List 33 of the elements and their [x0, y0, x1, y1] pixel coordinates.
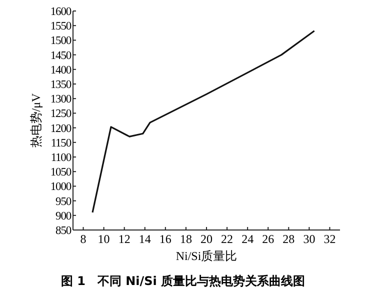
- y-tick-label: 1000: [50, 181, 72, 194]
- x-tick-label: 30: [303, 232, 316, 246]
- x-tick-label: 24: [242, 232, 254, 246]
- x-tick-label: 10: [98, 232, 110, 246]
- x-tick-label: 8: [80, 232, 86, 246]
- x-tick-label: 14: [138, 232, 151, 246]
- y-tick-label: 1550: [50, 20, 72, 33]
- x-tick-label: 32: [324, 232, 336, 246]
- x-tick-label: 20: [200, 232, 212, 246]
- line-series: [92, 30, 316, 214]
- y-tick-label: 1450: [50, 50, 72, 62]
- y-tick-label: 1250: [50, 108, 72, 120]
- y-tick-label: 950: [56, 196, 72, 208]
- y-tick-label: 1200: [50, 122, 72, 135]
- y-tick-label: 1050: [50, 166, 72, 179]
- y-tick-label: 1400: [50, 64, 72, 76]
- x-axis-title: Ni/Si质量比: [176, 249, 238, 263]
- caption: 图 1 不同 Ni/Si 质量比与热电势关系曲线图: [60, 274, 306, 288]
- x-tick-label: 26: [262, 232, 274, 246]
- x-tick-label: 12: [118, 232, 130, 246]
- x-tick-label: 16: [159, 232, 172, 246]
- y-axis-title: 热电势/μV: [29, 92, 43, 148]
- x-tick-label: 28: [282, 232, 295, 246]
- y-tick-label: 1500: [50, 35, 72, 48]
- y-tick-label: 1300: [50, 94, 72, 106]
- y-tick-label: 850: [56, 225, 72, 237]
- y-tick-label: 1350: [50, 79, 72, 91]
- x-tick-label: 22: [221, 232, 234, 246]
- y-tick-label: 1100: [50, 152, 72, 164]
- y-tick-label: 1150: [50, 137, 72, 150]
- x-tick-label: 18: [180, 232, 192, 246]
- y-tick-label: 1600: [50, 6, 72, 18]
- y-tick-label: 900: [56, 210, 72, 222]
